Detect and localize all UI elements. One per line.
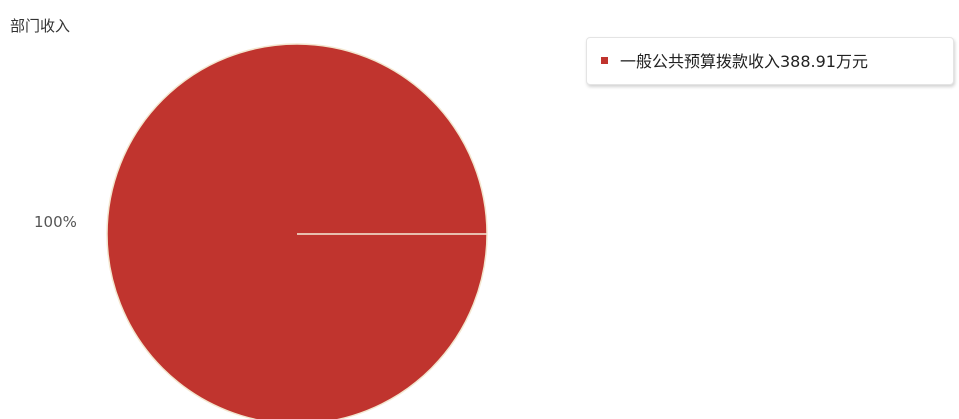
- legend-label: 一般公共预算拨款收入388.91万元: [620, 52, 868, 71]
- slice-percent-label: 100%: [34, 213, 77, 231]
- pie-slice[interactable]: [106, 43, 488, 419]
- legend-swatch: [601, 56, 608, 64]
- pie-slices: [106, 43, 488, 419]
- chart-title: 部门收入: [10, 17, 71, 35]
- legend-item[interactable]: 一般公共预算拨款收入388.91万元: [601, 48, 868, 72]
- legend: 一般公共预算拨款收入388.91万元: [586, 37, 954, 85]
